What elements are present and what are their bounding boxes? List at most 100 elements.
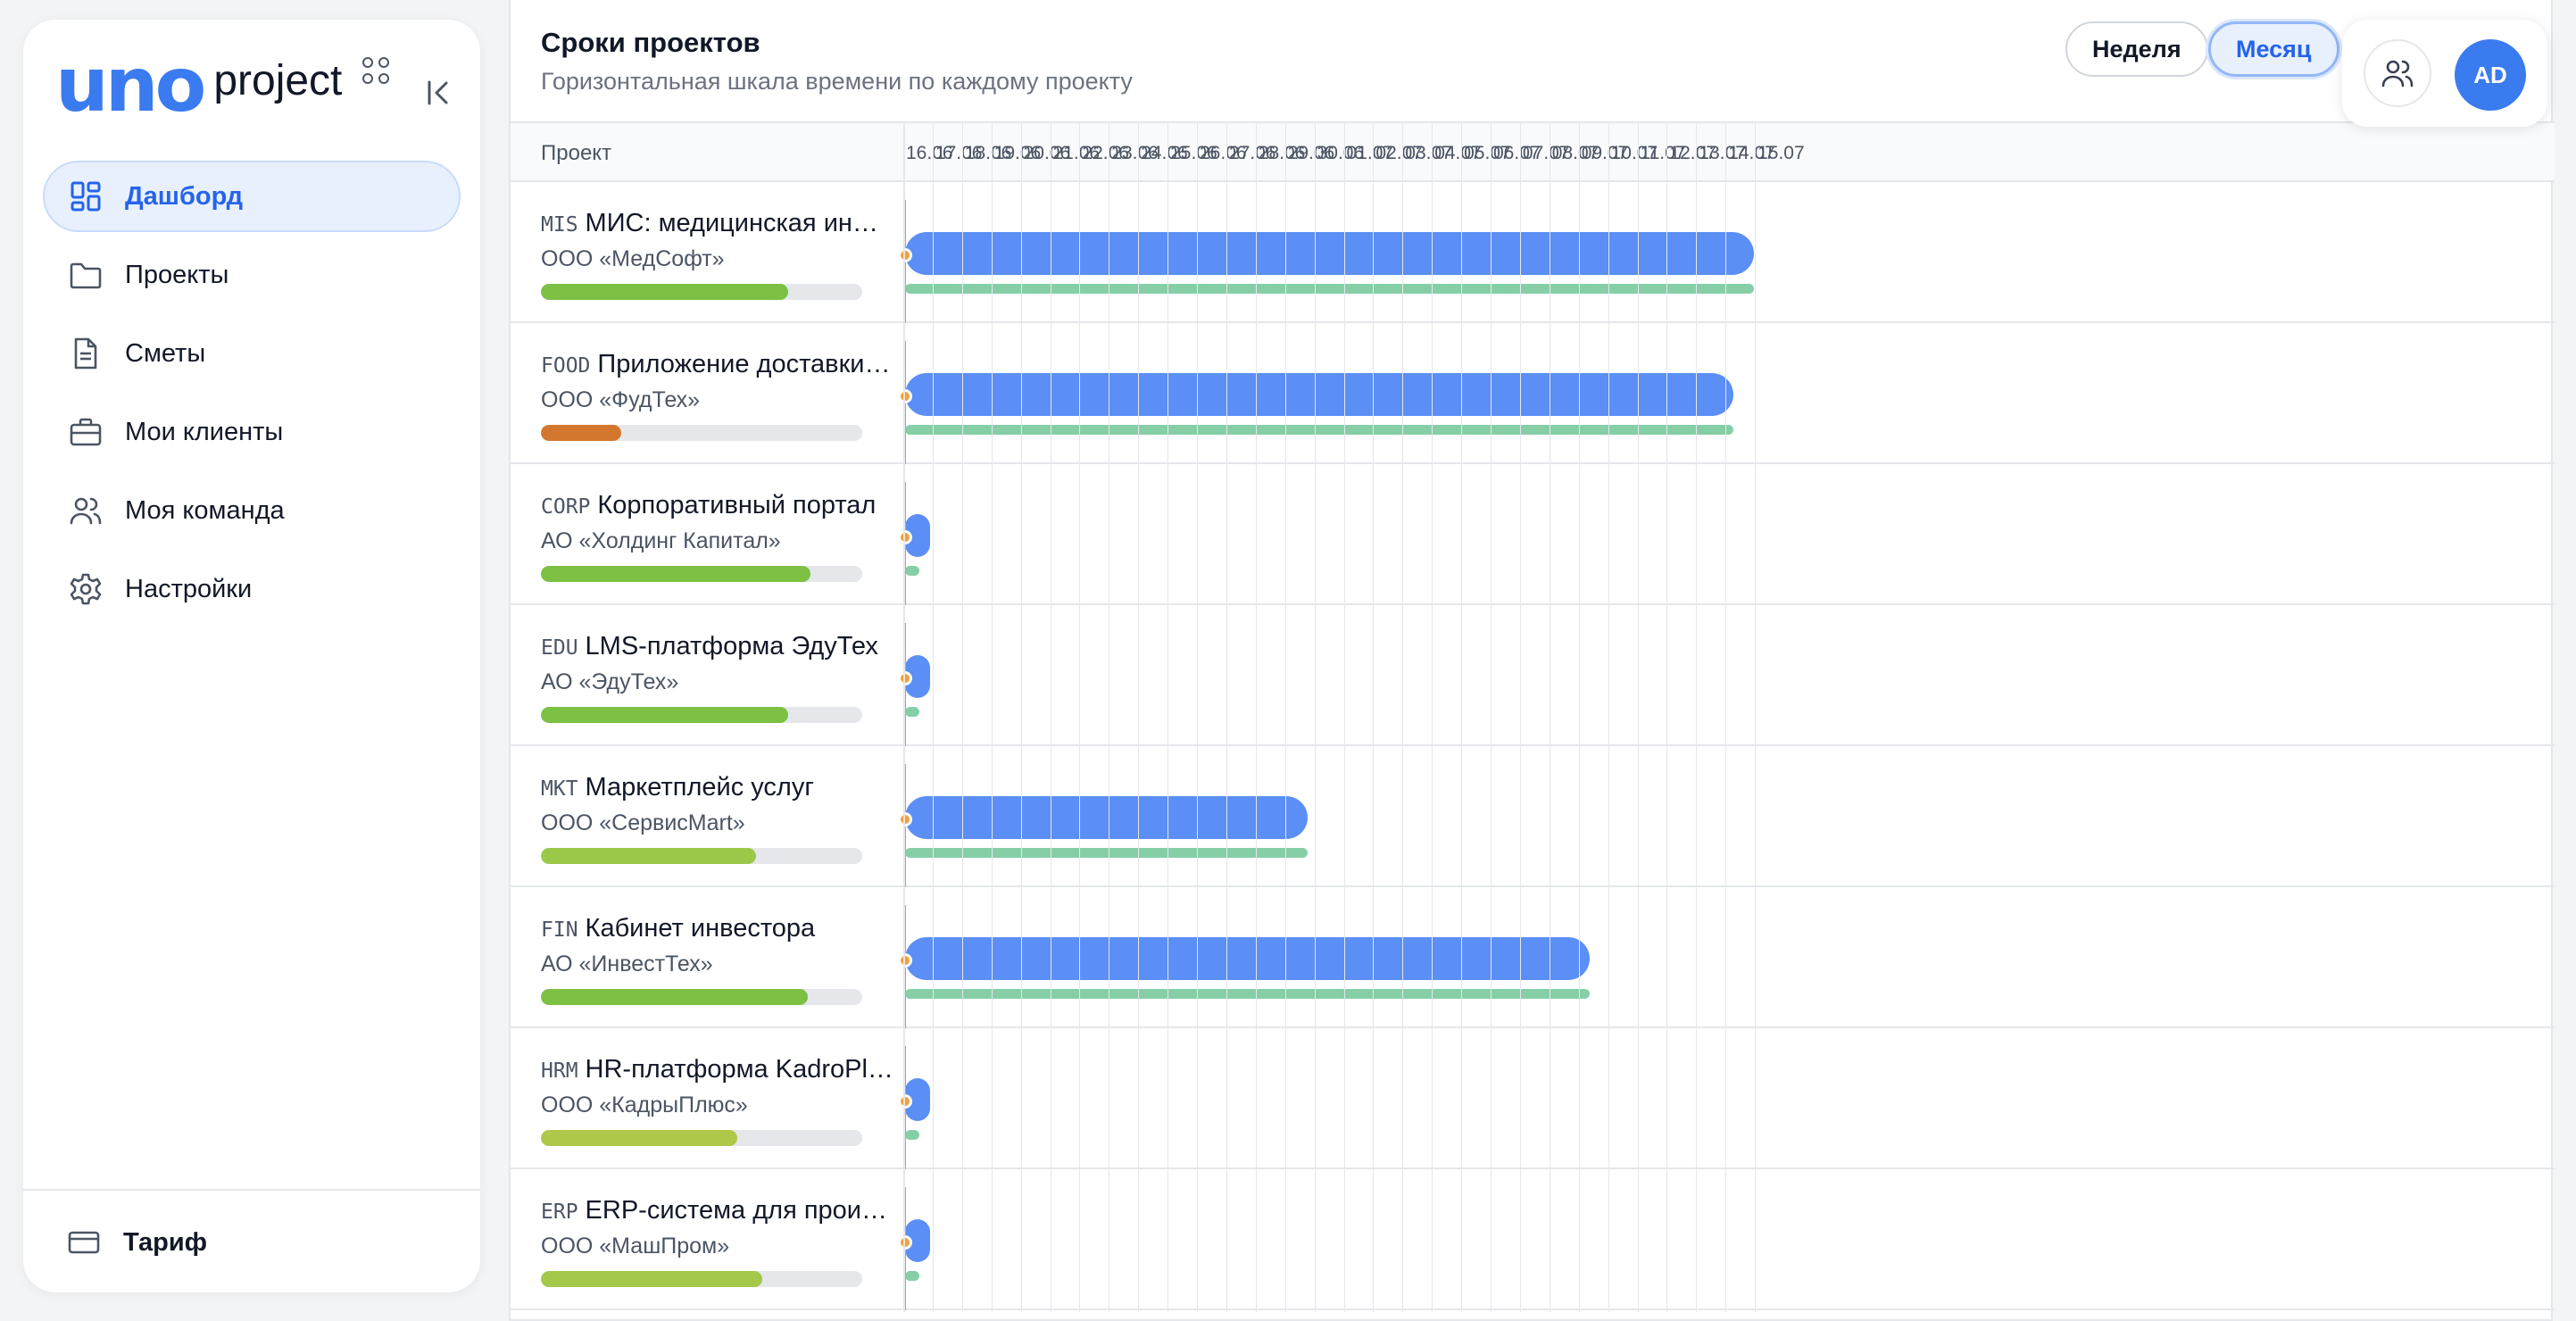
timeline-bar[interactable] [905,796,1308,839]
progress-bar [541,284,862,300]
sidebar-item-label: Сметы [125,338,206,368]
collapse-sidebar-icon[interactable] [421,75,457,111]
date-column-label: 26.06 [1200,143,1247,163]
gantt-row[interactable]: MKT Маркетплейс услуг ООО «СервисMart» [511,746,2555,887]
today-marker-dot [898,671,912,685]
sidebar-item-estimates[interactable]: Сметы [43,318,461,389]
project-title[interactable]: HRM HR-платформа KadroPlus [541,1055,893,1084]
project-title[interactable]: MIS МИС: медицинская информационная систе… [541,209,893,238]
page-title: Сроки проектов [541,27,760,58]
progress-fill [541,1130,737,1146]
date-column-label: 25.06 [1170,143,1217,163]
gear-icon [70,573,102,605]
timeline-bar[interactable] [905,232,1754,275]
date-column-label: 08.07 [1551,143,1600,163]
grid-line [1343,121,1345,1312]
progress-bar [541,425,862,441]
label-column-separator [903,121,905,1312]
users-icon [2381,60,2414,87]
gantt-row[interactable]: EDU LMS-платформа ЭдуТех АО «ЭдуТех» [511,605,2555,746]
grid-line [1373,121,1375,1312]
sidebar-item-dashboard[interactable]: Дашборд [43,161,461,232]
grid-line [991,121,993,1312]
project-name: МИС: медицинская информационная система [585,209,893,237]
sidebar-item-clients[interactable]: Мои клиенты [43,396,461,468]
project-title[interactable]: MKT Маркетплейс услуг [541,773,893,802]
gantt-header: Проект 16.06 17.06 18.06 19.06 20.06 21.06 22.… [511,121,2555,182]
date-column-label: 17.06 [935,143,983,163]
date-column-label: 03.07 [1405,143,1452,163]
timeline-progress-bar [905,848,1308,858]
project-name: ERP-система для производства [585,1196,893,1225]
project-name: Корпоративный портал [597,491,877,519]
date-column-label: 27.06 [1228,143,1276,163]
sidebar-nav: Дашборд Проекты Сметы Мои клиенты Моя ко… [43,161,461,632]
folder-icon [70,262,102,289]
sidebar-divider [23,1189,480,1191]
gantt-row[interactable]: CORP Корпоративный портал АО «Холдинг Капи… [511,464,2555,605]
date-column-label: 14.07 [1728,143,1775,163]
date-column-label: 29.06 [1287,143,1335,163]
gantt-rows: MIS МИС: медицинская информационная систе… [511,182,2555,1310]
grid-line [1578,121,1580,1312]
sidebar-item-label: Проекты [125,260,229,289]
grid-line [1197,121,1198,1312]
timeline-progress-bar [905,1271,919,1281]
today-marker-dot [898,1094,912,1109]
gantt-row[interactable]: FIN Кабинет инвестора АО «ИнвестТех» [511,887,2555,1028]
sidebar-item-label: Мои клиенты [125,417,284,446]
project-name: HR-платформа KadroPlus [585,1055,893,1084]
progress-fill [541,707,789,723]
date-column-label: 06.07 [1493,143,1541,163]
project-name: Маркетплейс услуг [585,773,814,802]
sidebar-item-team[interactable]: Моя команда [43,475,461,546]
avatar[interactable]: AD [2455,39,2526,111]
project-client: ООО «КадрыПлюс» [541,1093,748,1117]
project-client: ООО «МедСофт» [541,246,725,271]
view-week-button[interactable]: Неделя [2065,21,2208,77]
progress-bar [541,566,862,582]
project-title[interactable]: EDU LMS-платформа ЭдуТех [541,632,893,661]
sidebar-item-label: Дашборд [125,181,243,211]
progress-bar [541,1271,862,1287]
project-title[interactable]: ERP ERP-система для производства [541,1196,893,1225]
gantt-row[interactable]: HRM HR-платформа KadroPlus ООО «КадрыПлюс» [511,1028,2555,1169]
date-column-label: 04.07 [1434,143,1482,163]
grid-line [1491,121,1492,1312]
project-title[interactable]: CORP Корпоративный портал [541,491,893,520]
date-column-label: 21.06 [1052,143,1101,163]
gantt-row[interactable]: MIS МИС: медицинская информационная систе… [511,182,2555,323]
timeline-progress-bar [905,284,1754,294]
project-title[interactable]: FOOD Приложение доставки еды [541,350,893,379]
logo-product: project [213,56,343,104]
progress-fill [541,1271,763,1287]
grid-line [1608,121,1609,1312]
grid-line [1138,121,1140,1312]
sidebar-item-projects[interactable]: Проекты [43,239,461,311]
team-button[interactable] [2364,39,2431,107]
sidebar-item-tariff[interactable]: Тариф [66,1225,207,1260]
timeline-bar[interactable] [905,937,1590,980]
progress-fill [541,425,621,441]
sidebar-item-settings[interactable]: Настройки [43,553,461,625]
sidebar-item-label: Настройки [125,574,253,603]
today-marker-dot [898,248,912,262]
date-column-label: 16.06 [906,143,953,163]
project-code: EDU [541,636,578,660]
gantt-chart: Проект 16.06 17.06 18.06 19.06 20.06 21.06 22.… [511,121,2555,1312]
apps-grid-icon[interactable] [362,57,389,84]
sidebar: uno project Дашборд Проекты Сметы Мои кл… [23,20,480,1292]
grid-line [1519,121,1521,1312]
progress-bar [541,989,862,1005]
project-title[interactable]: FIN Кабинет инвестора [541,914,893,943]
gantt-row[interactable]: ERP ERP-система для производства ООО «МашП… [511,1169,2555,1310]
today-marker-dot [898,812,912,827]
gantt-row[interactable]: FOOD Приложение доставки еды ООО «ФудТех» [511,323,2555,464]
logo[interactable]: uno project [55,45,342,125]
date-column-label: 15.07 [1757,143,1805,163]
today-marker-dot [898,389,912,403]
view-month-button[interactable]: Месяц [2208,21,2339,77]
timeline-progress-bar [905,707,919,717]
timeline-bar[interactable] [905,373,1733,416]
grid-line [1461,121,1463,1312]
